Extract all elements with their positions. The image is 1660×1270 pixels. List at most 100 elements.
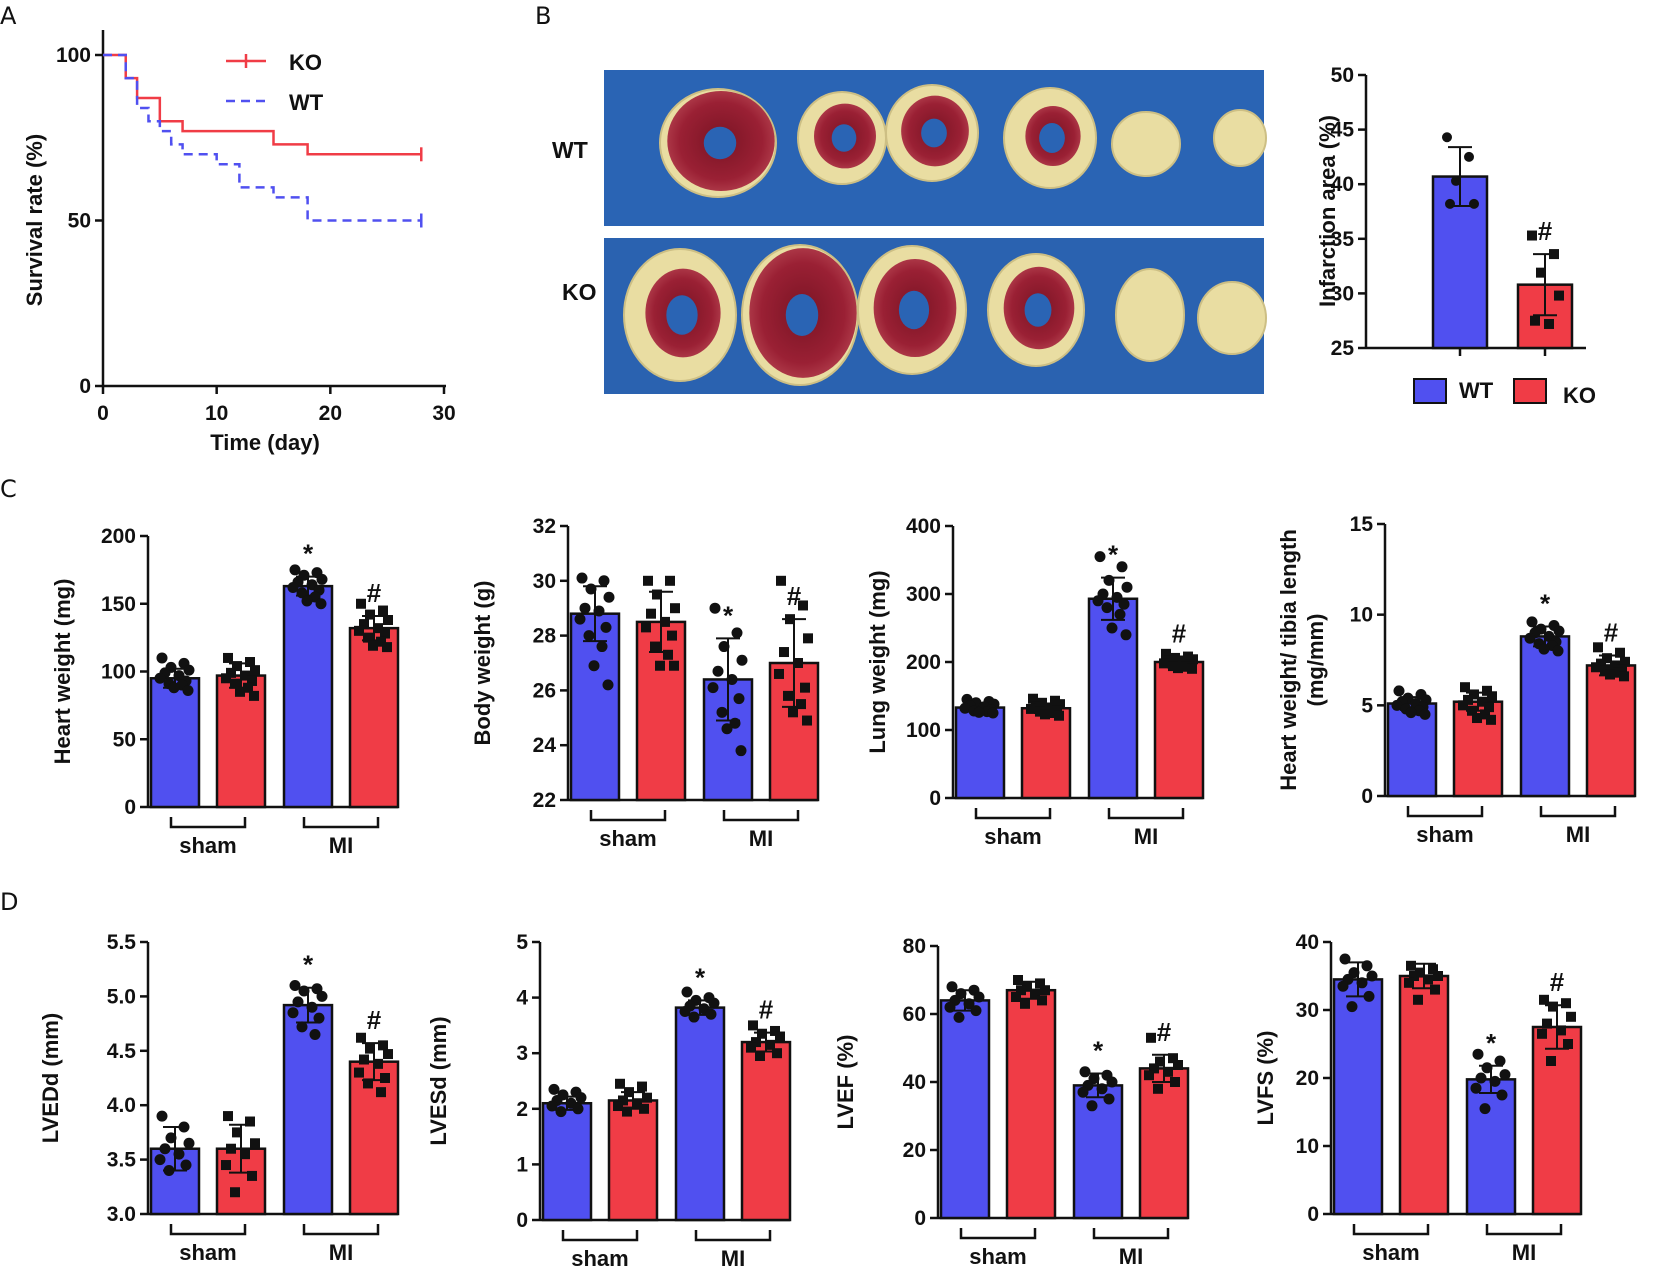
data-point bbox=[1605, 669, 1615, 680]
data-point bbox=[356, 1032, 366, 1043]
data-point bbox=[376, 1087, 386, 1098]
y-axis-label: Heart weight (mg) bbox=[50, 579, 75, 765]
data-point bbox=[793, 658, 803, 668]
data-point bbox=[1472, 1048, 1484, 1060]
data-point bbox=[1458, 700, 1468, 711]
data-point bbox=[1419, 708, 1431, 720]
data-point bbox=[1526, 616, 1538, 628]
y-tick-label: 30 bbox=[1296, 999, 1319, 1022]
data-point bbox=[1423, 974, 1433, 985]
data-point bbox=[1188, 654, 1198, 665]
data-point bbox=[679, 1006, 691, 1017]
data-point bbox=[681, 986, 693, 998]
data-point bbox=[232, 661, 242, 672]
group-bracket bbox=[302, 817, 380, 829]
data-point bbox=[1101, 602, 1113, 614]
data-point bbox=[1566, 1011, 1576, 1022]
data-point bbox=[1602, 653, 1612, 664]
data-point bbox=[1538, 643, 1550, 655]
data-point bbox=[1451, 175, 1461, 186]
data-point bbox=[306, 1001, 318, 1013]
bar-chart-heart-weight: 0 50 100 150 200 Heart weight (mg) * # sham MI bbox=[50, 525, 400, 858]
data-point bbox=[1020, 998, 1030, 1009]
group-bracket bbox=[169, 1224, 247, 1236]
significance-mark: # bbox=[1604, 617, 1619, 647]
data-point bbox=[1346, 1001, 1358, 1013]
bar-mi-wt bbox=[1465, 1078, 1517, 1216]
data-point bbox=[1035, 978, 1045, 989]
bar-sham-wt bbox=[1332, 978, 1384, 1216]
data-point bbox=[803, 633, 813, 644]
slices-wt bbox=[659, 84, 1267, 198]
y-tick-label: 30 bbox=[533, 570, 556, 593]
data-point bbox=[1472, 713, 1482, 724]
data-point bbox=[596, 641, 608, 653]
data-point bbox=[973, 706, 985, 718]
data-point bbox=[380, 628, 390, 639]
data-point bbox=[585, 583, 597, 595]
data-point bbox=[1106, 622, 1118, 634]
data-point bbox=[168, 682, 180, 694]
group-label-sham: sham bbox=[1416, 822, 1473, 847]
significance-mark: * bbox=[1486, 1028, 1497, 1058]
y-tick-label: 25 bbox=[1331, 337, 1355, 360]
y-tick-label: 40 bbox=[1331, 173, 1354, 196]
data-point bbox=[359, 1054, 369, 1065]
data-point bbox=[1610, 660, 1620, 671]
data-point bbox=[716, 706, 728, 718]
y-tick-label: 0 bbox=[124, 796, 136, 819]
data-point bbox=[1494, 1055, 1506, 1067]
y-tick-label: 0 bbox=[79, 375, 91, 398]
data-point bbox=[655, 660, 665, 671]
data-point bbox=[1484, 702, 1494, 713]
data-point bbox=[652, 589, 662, 600]
bar-mi-ko bbox=[740, 1040, 792, 1222]
data-point bbox=[1170, 652, 1180, 663]
data-point bbox=[669, 660, 679, 671]
data-point bbox=[1106, 1076, 1118, 1088]
data-point bbox=[1489, 1075, 1501, 1087]
data-point bbox=[376, 636, 386, 647]
bar-mi-ko bbox=[1585, 664, 1637, 798]
data-point bbox=[1111, 591, 1123, 603]
data-point bbox=[1356, 977, 1368, 989]
y-tick-label: 300 bbox=[906, 583, 941, 606]
data-point bbox=[232, 1127, 242, 1138]
y-tick-label: 10 bbox=[1350, 604, 1373, 627]
group-bracket bbox=[974, 808, 1052, 820]
group-label-mi: MI bbox=[329, 833, 353, 858]
y-tick-label: 80 bbox=[903, 935, 926, 958]
x-tick-label: 30 bbox=[432, 402, 455, 425]
y-tick-label: 100 bbox=[906, 719, 941, 742]
data-point bbox=[250, 665, 260, 676]
y-tick-label: 35 bbox=[1331, 228, 1355, 251]
data-point bbox=[1155, 1056, 1165, 1067]
data-point bbox=[642, 1092, 652, 1103]
heart-slice bbox=[1213, 109, 1267, 167]
significance-mark: # bbox=[1157, 1017, 1172, 1047]
data-point bbox=[796, 699, 806, 710]
data-point bbox=[1016, 985, 1026, 996]
data-point bbox=[624, 1087, 634, 1098]
data-point bbox=[748, 1020, 758, 1031]
data-point bbox=[178, 1121, 190, 1133]
group-bracket bbox=[1352, 1224, 1430, 1236]
y-tick-label: 40 bbox=[903, 1071, 926, 1094]
survival-chart: 0 50 100 0 10 20 30 Time (day) Survival rate (%)… bbox=[22, 30, 456, 455]
data-point bbox=[735, 745, 747, 757]
bar-sham-ko bbox=[1020, 706, 1072, 800]
data-point bbox=[729, 717, 741, 729]
data-point bbox=[618, 1095, 628, 1106]
data-point bbox=[221, 673, 231, 684]
data-point bbox=[1470, 1082, 1482, 1094]
group-bracket bbox=[1092, 1228, 1170, 1240]
y-axis-label: Infarction area (%) bbox=[1315, 115, 1340, 307]
data-point bbox=[226, 1143, 236, 1154]
data-point bbox=[1181, 661, 1191, 672]
data-point bbox=[180, 1159, 192, 1171]
group-bracket bbox=[959, 1228, 1037, 1240]
data-point bbox=[946, 981, 958, 993]
data-point bbox=[746, 1042, 756, 1053]
data-point bbox=[249, 690, 259, 701]
data-point bbox=[776, 575, 786, 586]
